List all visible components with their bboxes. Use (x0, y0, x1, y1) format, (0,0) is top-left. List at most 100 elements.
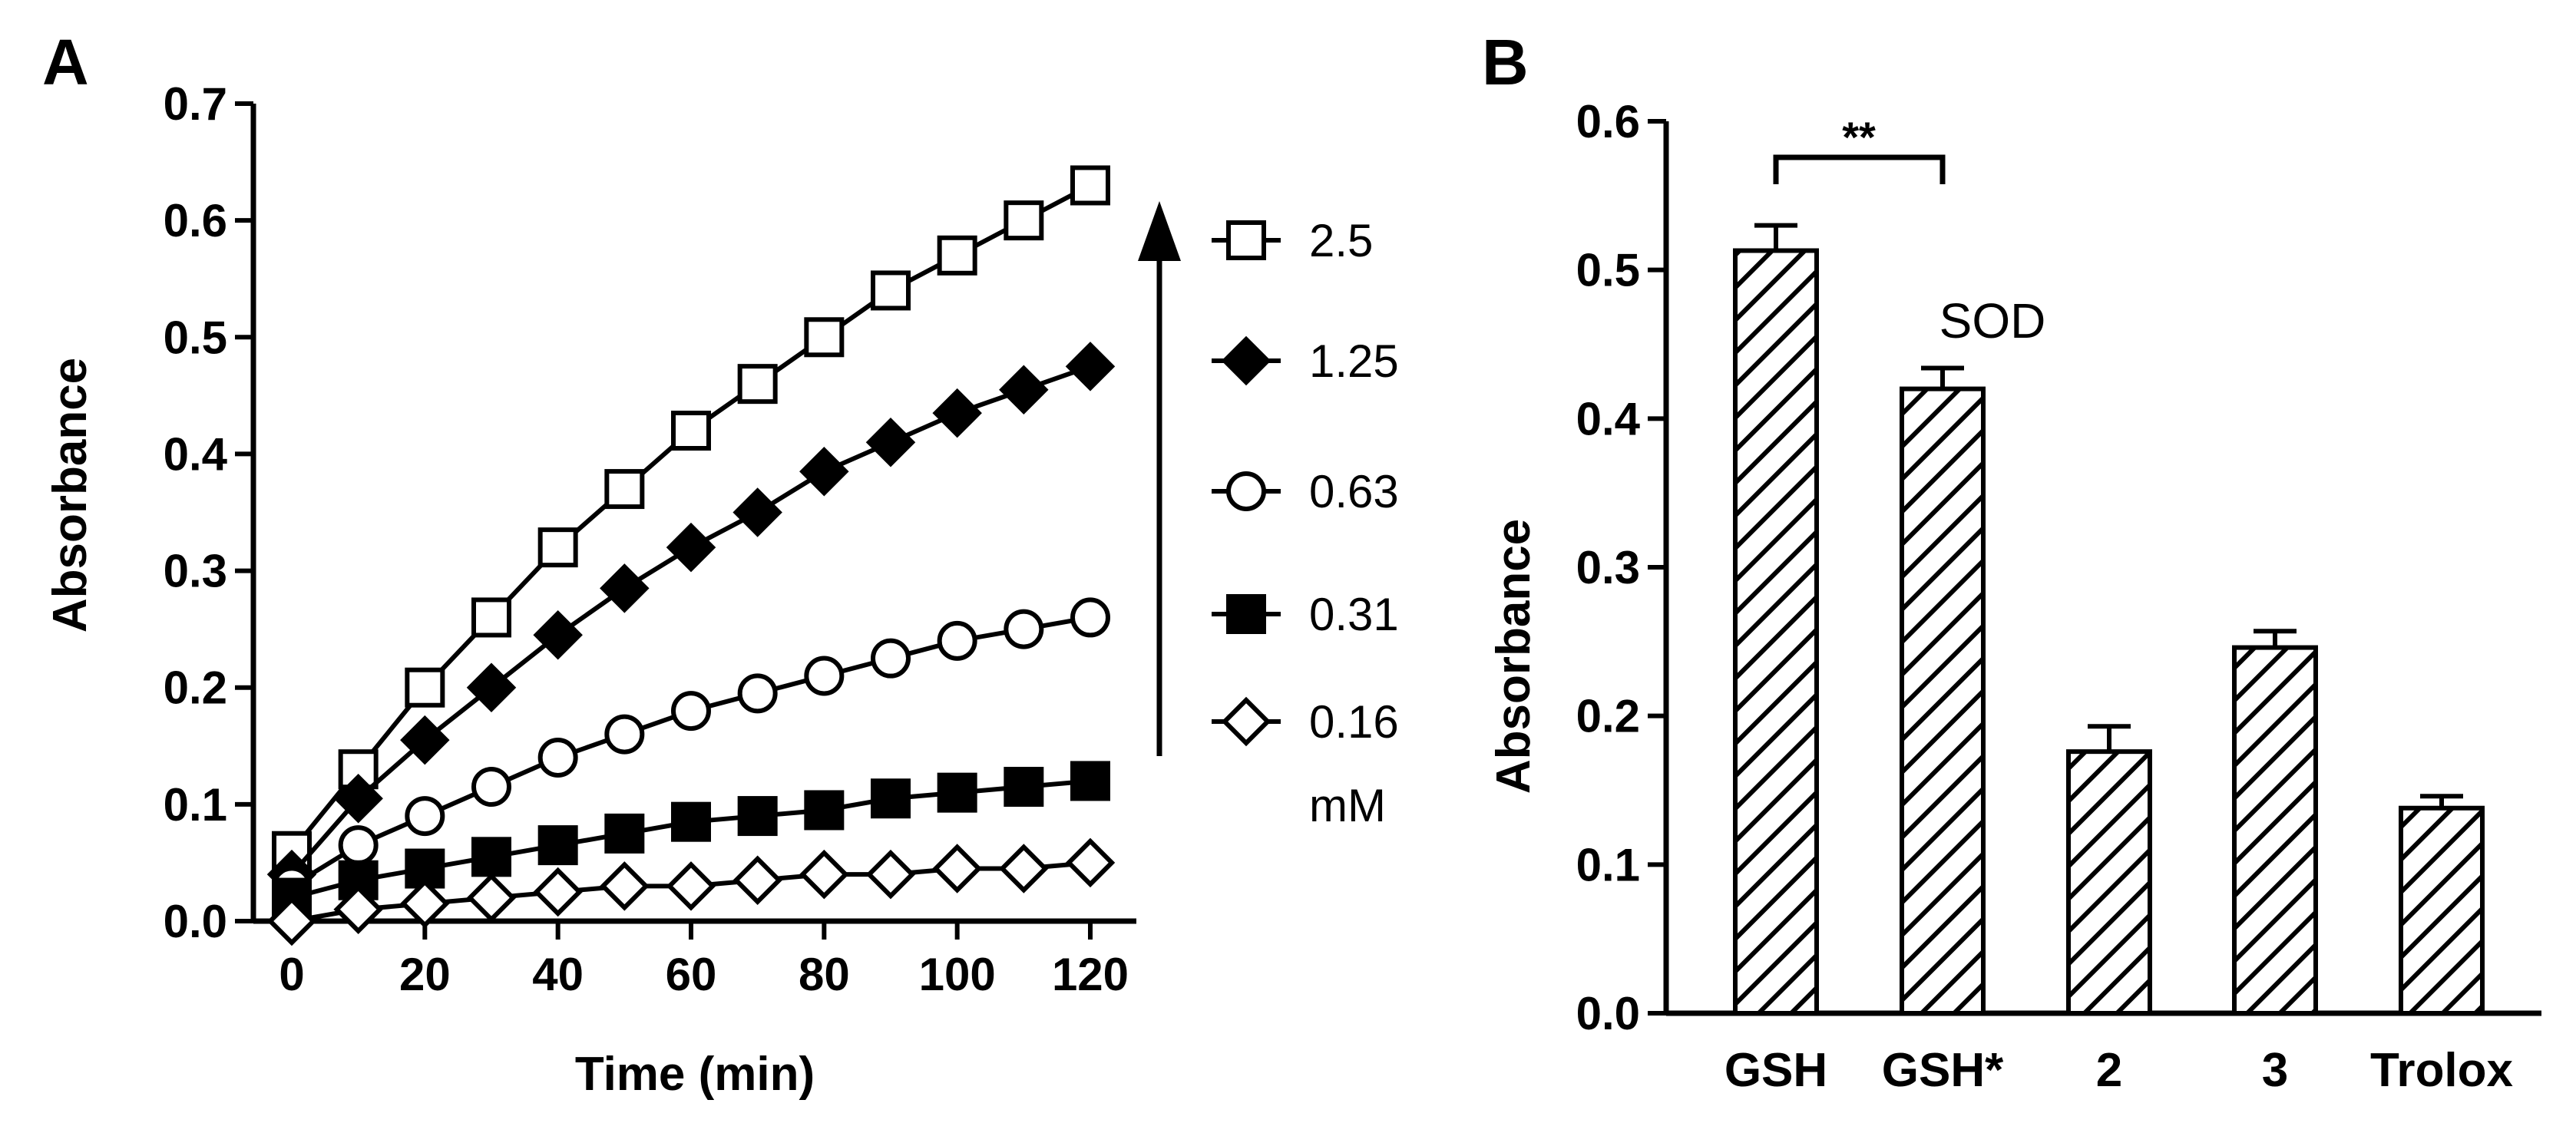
filled-diamond-marker (799, 447, 849, 497)
open-diamond-marker (799, 849, 849, 900)
open-circle-marker (1070, 597, 1110, 638)
bar-2 (2066, 749, 2152, 1016)
open-diamond-marker (732, 855, 782, 905)
panel-a-xtick-label: 120 (1052, 949, 1129, 1000)
open-square-marker (737, 364, 778, 405)
panel-b-ytick-label: 0.1 (1576, 839, 1640, 890)
open-square-marker (1004, 200, 1044, 241)
category-label: 3 (2262, 1044, 2288, 1097)
filled-square-marker (937, 772, 977, 813)
open-circle-marker (604, 714, 645, 755)
panel-a-ytick-label: 0.0 (164, 896, 227, 947)
panel-b-ytick-label: 0.3 (1576, 542, 1640, 593)
panel-a: A 0.0 0.1 0.2 0.3 0.4 0.5 0.6 0.7 0 20 40 60 80 100 12… (42, 26, 1399, 1101)
significance-stars: ** (1842, 113, 1876, 161)
panel-b-ytick-label: 0.4 (1576, 393, 1641, 444)
open-diamond-marker (999, 844, 1049, 893)
panel-b-ytick-label: 0.6 (1576, 96, 1640, 147)
filled-diamond-marker (999, 365, 1049, 415)
open-square-marker (471, 597, 511, 638)
panel-b-ytick-label: 0.5 (1576, 245, 1640, 296)
filled-square-marker (737, 796, 778, 837)
category-label: 2 (2096, 1044, 2122, 1097)
open-square-marker (871, 270, 911, 311)
panel-b-sod-label: SOD (1939, 293, 2046, 348)
open-circle-marker (405, 796, 445, 837)
open-circle-marker (537, 738, 578, 778)
filled-square-marker (471, 837, 511, 877)
filled-square-marker (604, 813, 645, 854)
open-square-marker (804, 317, 845, 358)
open-circle-marker (1226, 471, 1266, 511)
open-square-marker (604, 469, 645, 510)
open-diamond-marker (466, 873, 517, 923)
panel-b-ylabel: Absorbance (1487, 519, 1540, 794)
panel-a-legend-unit: mM (1309, 780, 1386, 831)
open-diamond-marker (666, 861, 716, 911)
filled-diamond-marker (932, 388, 982, 438)
panel-a-ytick-label: 0.6 (164, 195, 227, 246)
filled-diamond-marker (865, 417, 916, 467)
open-square-marker (937, 235, 977, 276)
category-label: GSH (1724, 1044, 1827, 1097)
panel-a-xtick-label: 80 (799, 949, 850, 1000)
bar-Trolox (2399, 805, 2485, 1016)
panel-a-xtick-label: 20 (399, 949, 451, 1000)
open-square-marker (537, 527, 578, 568)
open-circle-marker (671, 691, 711, 732)
panel-a-xtick-label: 0 (279, 949, 304, 1000)
panel-a-legend: 2.5 1.25 0.63 0.31 0.16 (1138, 201, 1399, 756)
panel-b: B 0.00.10.20.30.40.50.6 GSH GSH* 2 3 Trolox … (1482, 26, 2541, 1097)
panel-a-ytick-label: 0.3 (164, 546, 227, 597)
filled-square-marker (871, 778, 911, 819)
legend-label: 2.5 (1309, 215, 1373, 266)
open-circle-marker (338, 825, 379, 866)
open-circle-marker (937, 620, 977, 661)
panel-a-ytick-label: 0.7 (164, 78, 227, 130)
panel-b-bars: GSH GSH* 2 3 Trolox (1724, 223, 2514, 1097)
concentration-arrow-head (1138, 201, 1181, 261)
panel-a-xlabel: Time (min) (575, 1048, 815, 1101)
open-square-marker (1070, 165, 1110, 206)
bar-GSH (1733, 248, 1819, 1016)
filled-diamond-marker (333, 774, 383, 824)
filled-square-marker (537, 825, 578, 866)
panel-a-ylabel: Absorbance (44, 358, 97, 633)
filled-diamond-marker (466, 662, 517, 712)
panel-a-axes: 0.0 0.1 0.2 0.3 0.4 0.5 0.6 0.7 0 20 40 60 80 100 120 (164, 78, 1136, 1000)
filled-diamond-marker (666, 522, 716, 573)
open-diamond-marker (865, 849, 916, 900)
filled-diamond-marker (533, 610, 583, 660)
significance-bracket (1773, 154, 1946, 184)
open-diamond-marker (932, 844, 982, 893)
panel-a-xtick-label: 100 (919, 949, 996, 1000)
panel-a-ytick-label: 0.2 (164, 662, 227, 714)
filled-square-marker (1070, 761, 1110, 801)
panel-a-label: A (42, 26, 89, 98)
bar-GSH* (1900, 386, 1986, 1016)
bar-3 (2232, 645, 2318, 1016)
filled-square-marker (804, 790, 845, 831)
open-diamond-marker (266, 896, 317, 946)
panel-a-ytick-label: 0.5 (164, 312, 227, 363)
open-diamond-marker (1065, 837, 1116, 888)
panel-b-axes: 0.0 0.1 0.2 0.3 0.4 0.5 0.6 (1576, 96, 2541, 1039)
filled-diamond-marker (600, 563, 650, 613)
open-diamond-marker (600, 861, 650, 911)
category-label: GSH* (1882, 1044, 2004, 1097)
filled-square-marker (671, 801, 711, 842)
panel-a-ytick-label: 0.1 (164, 779, 227, 831)
open-diamond-marker (1221, 696, 1271, 747)
legend-label: 0.63 (1309, 466, 1399, 517)
open-square-marker (1226, 220, 1266, 260)
open-diamond-marker (533, 867, 583, 917)
panel-a-xtick-label: 40 (532, 949, 584, 1000)
filled-diamond-marker (1221, 335, 1271, 386)
open-diamond-marker (400, 878, 450, 929)
filled-diamond-marker (400, 715, 450, 765)
legend-label: 0.16 (1309, 696, 1399, 748)
open-circle-marker (737, 673, 778, 714)
panel-b-ytick-label: 0.0 (1576, 988, 1640, 1039)
filled-diamond-marker (1065, 342, 1116, 391)
